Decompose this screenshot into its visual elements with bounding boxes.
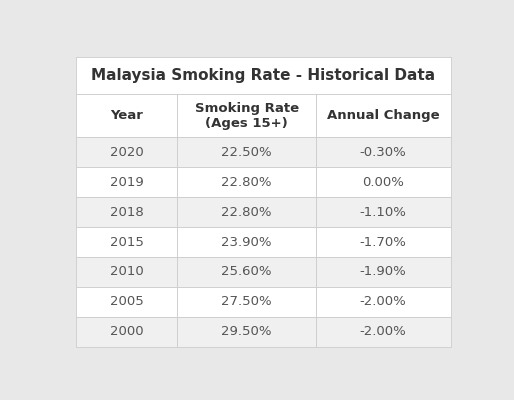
Text: -0.30%: -0.30% <box>360 146 407 159</box>
Bar <box>316 94 451 137</box>
Text: 25.60%: 25.60% <box>222 266 272 278</box>
Bar <box>316 317 451 347</box>
Text: 27.50%: 27.50% <box>221 295 272 308</box>
Text: -1.90%: -1.90% <box>360 266 407 278</box>
Text: 2018: 2018 <box>110 206 143 219</box>
Text: 29.50%: 29.50% <box>222 325 272 338</box>
Bar <box>76 227 177 257</box>
Bar <box>316 227 451 257</box>
Bar <box>76 137 177 167</box>
Bar <box>177 227 316 257</box>
Text: 23.90%: 23.90% <box>222 236 272 248</box>
Text: -1.70%: -1.70% <box>360 236 407 248</box>
Bar <box>316 287 451 317</box>
Text: 0.00%: 0.00% <box>362 176 404 189</box>
Text: -2.00%: -2.00% <box>360 295 407 308</box>
Bar <box>76 197 177 227</box>
Text: Smoking Rate
(Ages 15+): Smoking Rate (Ages 15+) <box>194 102 299 130</box>
Bar <box>177 287 316 317</box>
Bar <box>177 137 316 167</box>
Bar <box>316 197 451 227</box>
Bar <box>76 167 177 197</box>
Bar <box>177 197 316 227</box>
Bar <box>76 94 177 137</box>
Text: 22.80%: 22.80% <box>222 176 272 189</box>
Bar <box>316 257 451 287</box>
Text: 22.50%: 22.50% <box>221 146 272 159</box>
Bar <box>177 167 316 197</box>
Bar <box>177 257 316 287</box>
Bar <box>76 287 177 317</box>
Text: 2020: 2020 <box>110 146 143 159</box>
Text: Annual Change: Annual Change <box>327 109 439 122</box>
Bar <box>177 94 316 137</box>
Text: Malaysia Smoking Rate - Historical Data: Malaysia Smoking Rate - Historical Data <box>91 68 435 83</box>
Bar <box>316 167 451 197</box>
Text: 2015: 2015 <box>110 236 144 248</box>
Bar <box>316 137 451 167</box>
Text: 2000: 2000 <box>110 325 143 338</box>
Bar <box>76 317 177 347</box>
Text: 2019: 2019 <box>110 176 143 189</box>
Bar <box>76 257 177 287</box>
Text: 2010: 2010 <box>110 266 143 278</box>
Text: -2.00%: -2.00% <box>360 325 407 338</box>
Bar <box>76 57 451 94</box>
Text: 22.80%: 22.80% <box>222 206 272 219</box>
Text: 2005: 2005 <box>110 295 143 308</box>
Text: -1.10%: -1.10% <box>360 206 407 219</box>
Text: Year: Year <box>111 109 143 122</box>
Bar <box>177 317 316 347</box>
